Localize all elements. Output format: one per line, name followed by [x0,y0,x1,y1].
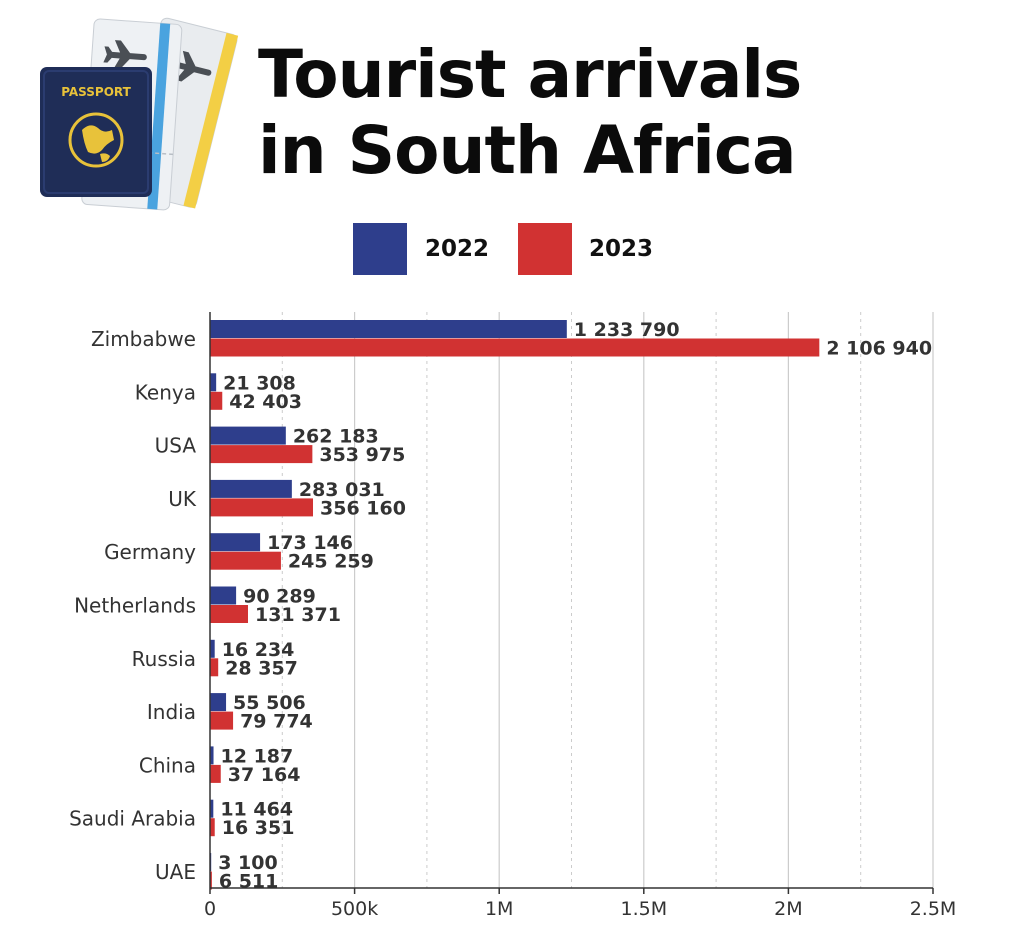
chart-title-line-2: in South Africa [258,112,797,189]
bar-2022 [210,479,292,498]
value-label-2023: 16 351 [222,817,295,839]
value-label-2023: 131 371 [255,604,341,626]
bar-2022 [210,693,227,712]
value-label-2022: 90 289 [243,586,316,608]
passport: PASSPORT [40,67,152,197]
bar-2023 [210,391,223,410]
bar-2023 [210,818,215,837]
value-label-2022: 262 183 [293,426,379,448]
airplane-icon [103,40,147,71]
bars [210,320,820,890]
value-label-2022: 173 146 [267,532,353,554]
bar-2023 [210,551,281,570]
value-label-2023: 6 511 [219,871,279,893]
legend-swatch-2022 [353,223,407,275]
chart-title-line-1: Tourist arrivals [258,36,802,113]
value-label-2022: 283 031 [299,479,385,501]
bar-2023 [210,711,234,730]
ticket-back-stripe [183,32,239,209]
category-label: Netherlands [74,594,196,618]
bar-2022 [210,320,567,338]
category-label: Zimbabwe [91,327,196,351]
value-label-2022: 12 187 [221,745,294,767]
category-label: Germany [104,540,196,564]
value-label-2023: 37 164 [228,764,301,786]
bar-2023 [210,658,219,677]
x-tick-label: 2M [774,898,802,920]
airplane-icon [167,50,212,82]
x-tick-label: 2.5M [910,898,957,920]
category-label: India [147,700,196,724]
value-label-2023: 42 403 [229,391,302,413]
value-label-2023: 79 774 [240,711,313,733]
category-label: UAE [155,860,196,884]
value-label-2022: 21 308 [223,372,296,394]
category-label: China [139,753,196,777]
bar-2022 [210,426,286,445]
category-labels: Zimbabwe Kenya USA UK Germany Netherlands Russ… [69,327,197,884]
value-label-2023: 2 106 940 [826,338,932,360]
legend-swatch-2023 [518,223,572,275]
x-tick-label: 0 [204,898,216,920]
value-label-2022: 16 234 [222,639,295,661]
bar-2023 [210,764,221,783]
gridlines [281,312,934,888]
value-label-2022: 1 233 790 [574,319,680,341]
legend-label-2022: 2022 [425,236,490,262]
x-tick-label: 1M [485,898,513,920]
bar-2022 [210,746,214,765]
category-label: Kenya [135,380,196,404]
bar-2022 [210,639,215,658]
globe-icon [68,112,124,168]
category-label: USA [155,434,197,458]
x-axis: 0 500k 1M 1.5M 2M 2.5M [204,312,956,920]
category-label: UK [168,487,197,511]
value-label-2023: 245 259 [288,551,374,573]
category-label: Saudi Arabia [69,807,196,831]
value-label-2022: 55 506 [233,692,306,714]
x-tick-label: 500k [331,898,378,920]
bar-2022 [210,373,217,392]
bar-2023 [210,605,248,623]
passport-text: PASSPORT [61,85,131,99]
bar-2023 [210,498,314,517]
value-label-2023: 356 160 [320,497,406,519]
value-label-2022: 3 100 [218,852,278,874]
bar-2022 [210,586,237,605]
bar-2022 [210,533,261,552]
bar-2023 [210,338,820,357]
legend-label-2023: 2023 [589,236,654,262]
value-label-2023: 353 975 [319,444,405,466]
bar-2023 [210,445,313,464]
value-label-2022: 11 464 [220,799,293,821]
bar-2023 [210,871,212,890]
value-label-2023: 28 357 [225,657,298,679]
bar-2022 [210,799,214,818]
category-label: Russia [132,647,196,671]
ticket-front-stripe [147,23,171,210]
x-tick-label: 1.5M [620,898,667,920]
passport-and-tickets-illustration: PASSPORT [40,17,239,211]
